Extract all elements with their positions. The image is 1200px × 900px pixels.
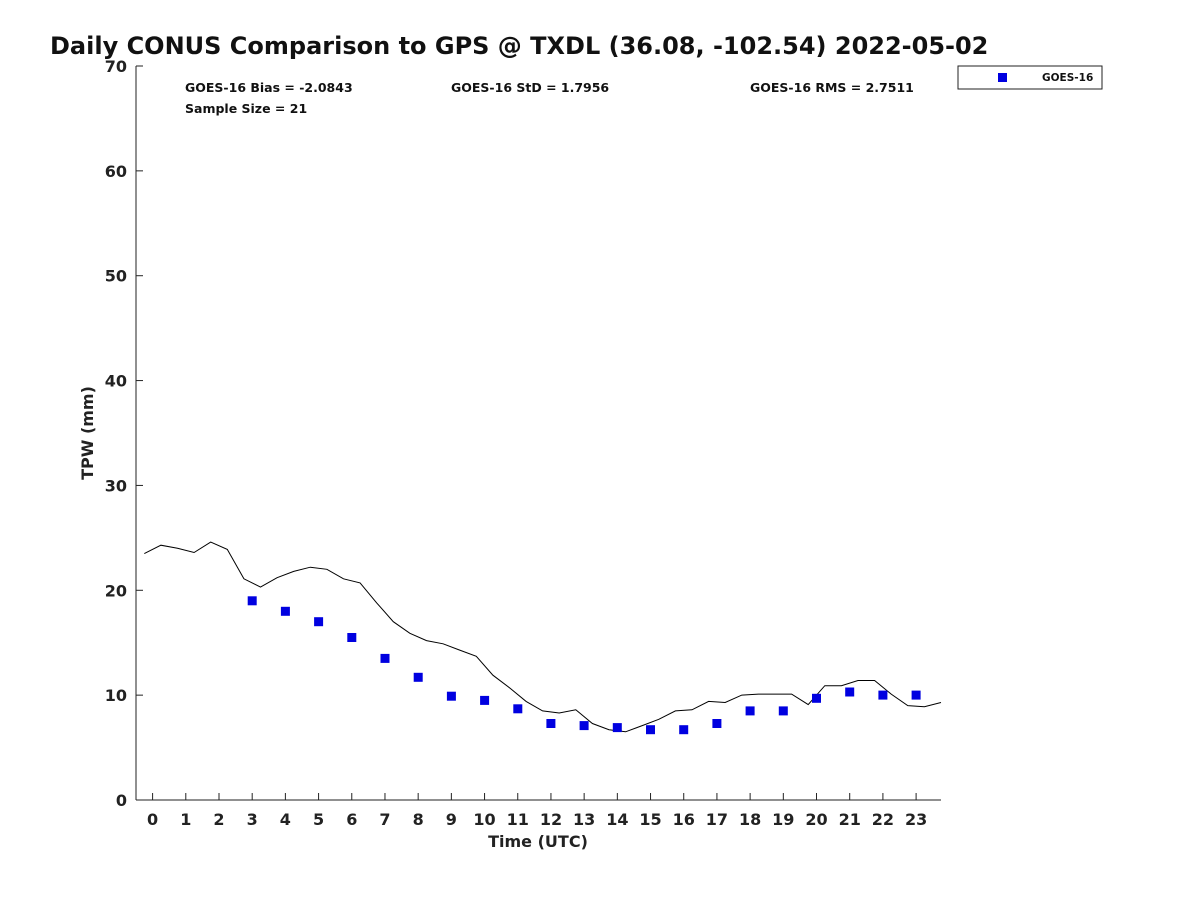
goes16-point-series	[247, 596, 921, 735]
gps-line-series	[144, 541, 942, 733]
rms-stat: GOES-16 RMS = 2.7511	[750, 80, 914, 95]
y-tick-label: 70	[105, 57, 127, 76]
x-tick-label: 18	[739, 810, 761, 829]
y-tick-label: 50	[105, 267, 127, 286]
x-tick-label: 15	[639, 810, 661, 829]
goes16-point	[646, 725, 655, 735]
legend-box	[957, 65, 1103, 90]
goes16-point	[712, 719, 722, 728]
goes16-point	[845, 687, 855, 697]
legend: GOES-16	[957, 65, 1103, 90]
x-tick-label: 19	[772, 810, 794, 829]
x-tick-label: 21	[839, 810, 861, 829]
goes16-point	[280, 606, 290, 616]
chart-title: Daily CONUS Comparison to GPS @ TXDL (36…	[50, 32, 988, 60]
x-tick-label: 8	[413, 810, 424, 829]
goes16-point	[247, 596, 257, 606]
goes16-point	[745, 706, 755, 716]
goes16-point	[679, 725, 689, 735]
y-tick-label: 10	[105, 686, 127, 705]
goes16-point	[878, 690, 888, 700]
x-tick-label: 13	[573, 810, 595, 829]
x-tick-label: 17	[706, 810, 728, 829]
goes16-point	[612, 723, 622, 733]
goes16-point	[446, 691, 456, 701]
goes16-point	[314, 617, 324, 627]
goes16-point	[480, 695, 490, 705]
y-tick-label: 20	[105, 581, 127, 600]
gps-line	[144, 541, 942, 733]
goes16-point	[911, 690, 921, 700]
y-tick-label: 30	[105, 476, 127, 495]
x-tick-label: 16	[673, 810, 695, 829]
legend-marker-goes16	[998, 73, 1007, 82]
x-tick-label: 0	[147, 810, 158, 829]
x-tick-label: 2	[213, 810, 224, 829]
x-tick-label: 1	[180, 810, 191, 829]
goes16-point	[812, 693, 821, 703]
x-tick-label: 12	[540, 810, 562, 829]
y-axis-label: TPW (mm)	[78, 386, 97, 480]
x-tick-label: 5	[313, 810, 324, 829]
x-tick-label: 10	[473, 810, 495, 829]
y-tick-label: 40	[105, 372, 127, 391]
x-tick-label: 11	[507, 810, 529, 829]
axes	[135, 66, 941, 801]
sample-size-stat: Sample Size = 21	[185, 101, 307, 116]
y-tick-label: 0	[116, 791, 127, 810]
goes16-point	[347, 633, 357, 642]
goes16-point	[380, 653, 390, 663]
goes16-point	[579, 721, 589, 731]
x-tick-label: 9	[446, 810, 457, 829]
y-ticks: 0 10 20 30 40 50 60 70	[105, 57, 143, 810]
x-tick-label: 20	[805, 810, 827, 829]
goes16-point	[546, 719, 556, 728]
goes16-point	[413, 672, 423, 682]
x-tick-label: 23	[905, 810, 927, 829]
std-stat: GOES-16 StD = 1.7956	[451, 80, 609, 95]
x-ticks: 0 1 2 3 4 5 6 7 8 9 10 11 12 13 14 15 16 17 18 19 20 21 22 23	[147, 793, 927, 829]
x-tick-label: 14	[606, 810, 628, 829]
x-axis-label: Time (UTC)	[488, 832, 588, 851]
bias-stat: GOES-16 Bias = -2.0843	[185, 80, 353, 95]
x-tick-label: 6	[346, 810, 357, 829]
x-tick-label: 3	[247, 810, 258, 829]
x-tick-label: 22	[872, 810, 894, 829]
goes16-point	[513, 704, 523, 714]
x-tick-label: 7	[379, 810, 390, 829]
goes16-point	[778, 706, 788, 716]
legend-label-goes16: GOES-16	[1042, 72, 1093, 84]
y-tick-label: 60	[105, 162, 127, 181]
stats-panel: GOES-16 Bias = -2.0843 GOES-16 StD = 1.7…	[185, 80, 914, 116]
x-tick-label: 4	[280, 810, 291, 829]
